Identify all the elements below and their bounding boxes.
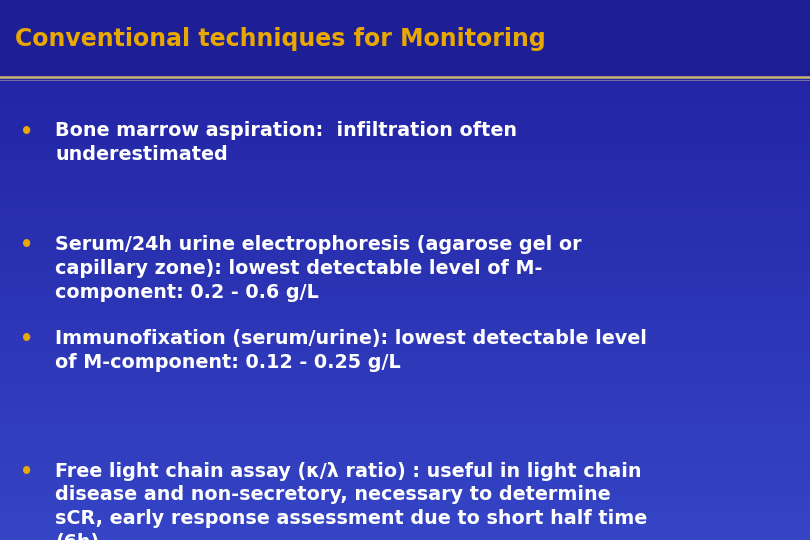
Text: •: •	[20, 329, 33, 349]
Text: Free light chain assay (κ/λ ratio) : useful in light chain
disease and non-secre: Free light chain assay (κ/λ ratio) : use…	[55, 462, 647, 540]
Bar	[0, 0, 810, 78]
Text: •: •	[20, 462, 33, 482]
Text: Serum/24h urine electrophoresis (agarose gel or
capillary zone): lowest detectab: Serum/24h urine electrophoresis (agarose…	[55, 235, 582, 301]
Text: •: •	[20, 122, 33, 141]
Text: Immunofixation (serum/urine): lowest detectable level
of M-component: 0.12 - 0.2: Immunofixation (serum/urine): lowest det…	[55, 329, 647, 372]
Text: Bone marrow aspiration:  infiltration often
underestimated: Bone marrow aspiration: infiltration oft…	[55, 122, 517, 164]
Text: Conventional techniques for Monitoring: Conventional techniques for Monitoring	[15, 28, 545, 51]
Text: •: •	[20, 235, 33, 255]
